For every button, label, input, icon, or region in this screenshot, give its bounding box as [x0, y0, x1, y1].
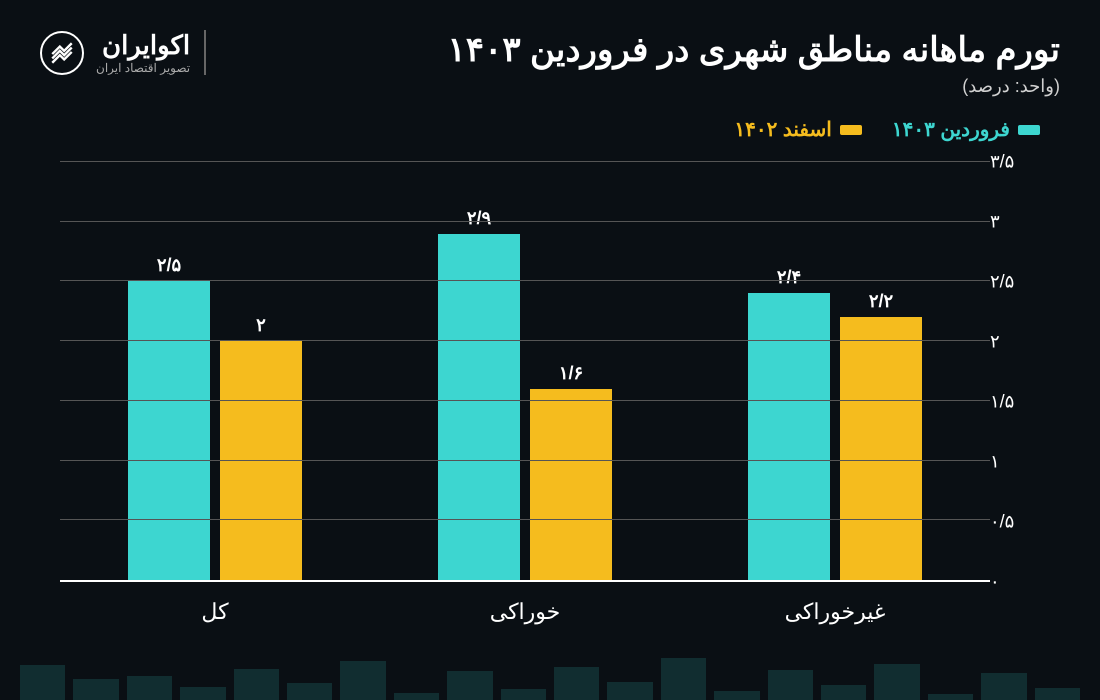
- bar-value-label: ۱/۶: [559, 363, 583, 384]
- bar-farvardin1403-food: ۲/۹: [438, 234, 520, 580]
- y-tick-label: ۲/۵: [990, 272, 1040, 293]
- y-axis: ۰۰/۵۱۱/۵۲۲/۵۳۳/۵: [990, 162, 1040, 582]
- bar-esfand1402-nonfood: ۲/۲: [840, 317, 922, 580]
- bar-value-label: ۲/۲: [869, 291, 893, 312]
- x-label-food: خوراکی: [435, 599, 615, 625]
- bar-esfand1402-food: ۱/۶: [530, 389, 612, 580]
- chart-subtitle: (واحد: درصد): [448, 76, 1060, 97]
- bar-farvardin1403-nonfood: ۲/۴: [748, 293, 830, 580]
- y-tick-label: ۰: [990, 572, 1040, 593]
- x-label-total: کل: [125, 599, 305, 625]
- gridline: [60, 460, 990, 461]
- chart-area: ۲۲/۵۱/۶۲/۹۲/۲۲/۴ ۰۰/۵۱۱/۵۲۲/۵۳۳/۵ کلخورا…: [60, 162, 1040, 642]
- y-tick-label: ۱: [990, 452, 1040, 473]
- bar-value-label: ۲: [256, 315, 266, 336]
- logo-icon: [40, 31, 84, 75]
- gridline: [60, 340, 990, 341]
- bar-farvardin1403-total: ۲/۵: [128, 281, 210, 580]
- bar-value-label: ۲/۹: [467, 208, 491, 229]
- legend-swatch-series1: [1018, 125, 1040, 135]
- legend-label-series1: فروردین ۱۴۰۳: [892, 117, 1010, 142]
- chart-title: تورم ماهانه مناطق شهری در فروردین ۱۴۰۳: [448, 30, 1060, 70]
- plot-area: ۲۲/۵۱/۶۲/۹۲/۲۲/۴: [60, 162, 990, 582]
- logo-main-text: اکوایران: [96, 30, 190, 61]
- bar-groups: ۲۲/۵۱/۶۲/۹۲/۲۲/۴: [60, 162, 990, 580]
- bar-value-label: ۲/۵: [157, 255, 181, 276]
- logo-sub-text: تصویر اقتصاد ایران: [96, 61, 190, 75]
- y-tick-label: ۳/۵: [990, 152, 1040, 173]
- brand-logo: اکوایران تصویر اقتصاد ایران: [40, 30, 206, 75]
- y-tick-label: ۰/۵: [990, 512, 1040, 533]
- x-axis-labels: کل خوراکی غیرخوراکی: [60, 582, 990, 642]
- y-tick-label: ۲: [990, 332, 1040, 353]
- legend-swatch-series2: [840, 125, 862, 135]
- gridline: [60, 221, 990, 222]
- gridline: [60, 519, 990, 520]
- legend-label-series2: اسفند ۱۴۰۲: [734, 117, 832, 142]
- legend: فروردین ۱۴۰۳ اسفند ۱۴۰۲: [0, 107, 1100, 142]
- bar-esfand1402-total: ۲: [220, 341, 302, 580]
- background-decoration: [0, 640, 1100, 700]
- legend-item-series2: اسفند ۱۴۰۲: [734, 117, 862, 142]
- gridline: [60, 280, 990, 281]
- gridline: [60, 161, 990, 162]
- y-tick-label: ۱/۵: [990, 392, 1040, 413]
- x-label-nonfood: غیرخوراکی: [745, 599, 925, 625]
- y-tick-label: ۳: [990, 212, 1040, 233]
- gridline: [60, 400, 990, 401]
- bar-group-nonfood: ۲/۲۲/۴: [748, 162, 922, 580]
- bar-value-label: ۲/۴: [777, 267, 801, 288]
- bar-group-total: ۲۲/۵: [128, 162, 302, 580]
- legend-item-series1: فروردین ۱۴۰۳: [892, 117, 1040, 142]
- bar-group-food: ۱/۶۲/۹: [438, 162, 612, 580]
- header: تورم ماهانه مناطق شهری در فروردین ۱۴۰۳ (…: [0, 0, 1100, 107]
